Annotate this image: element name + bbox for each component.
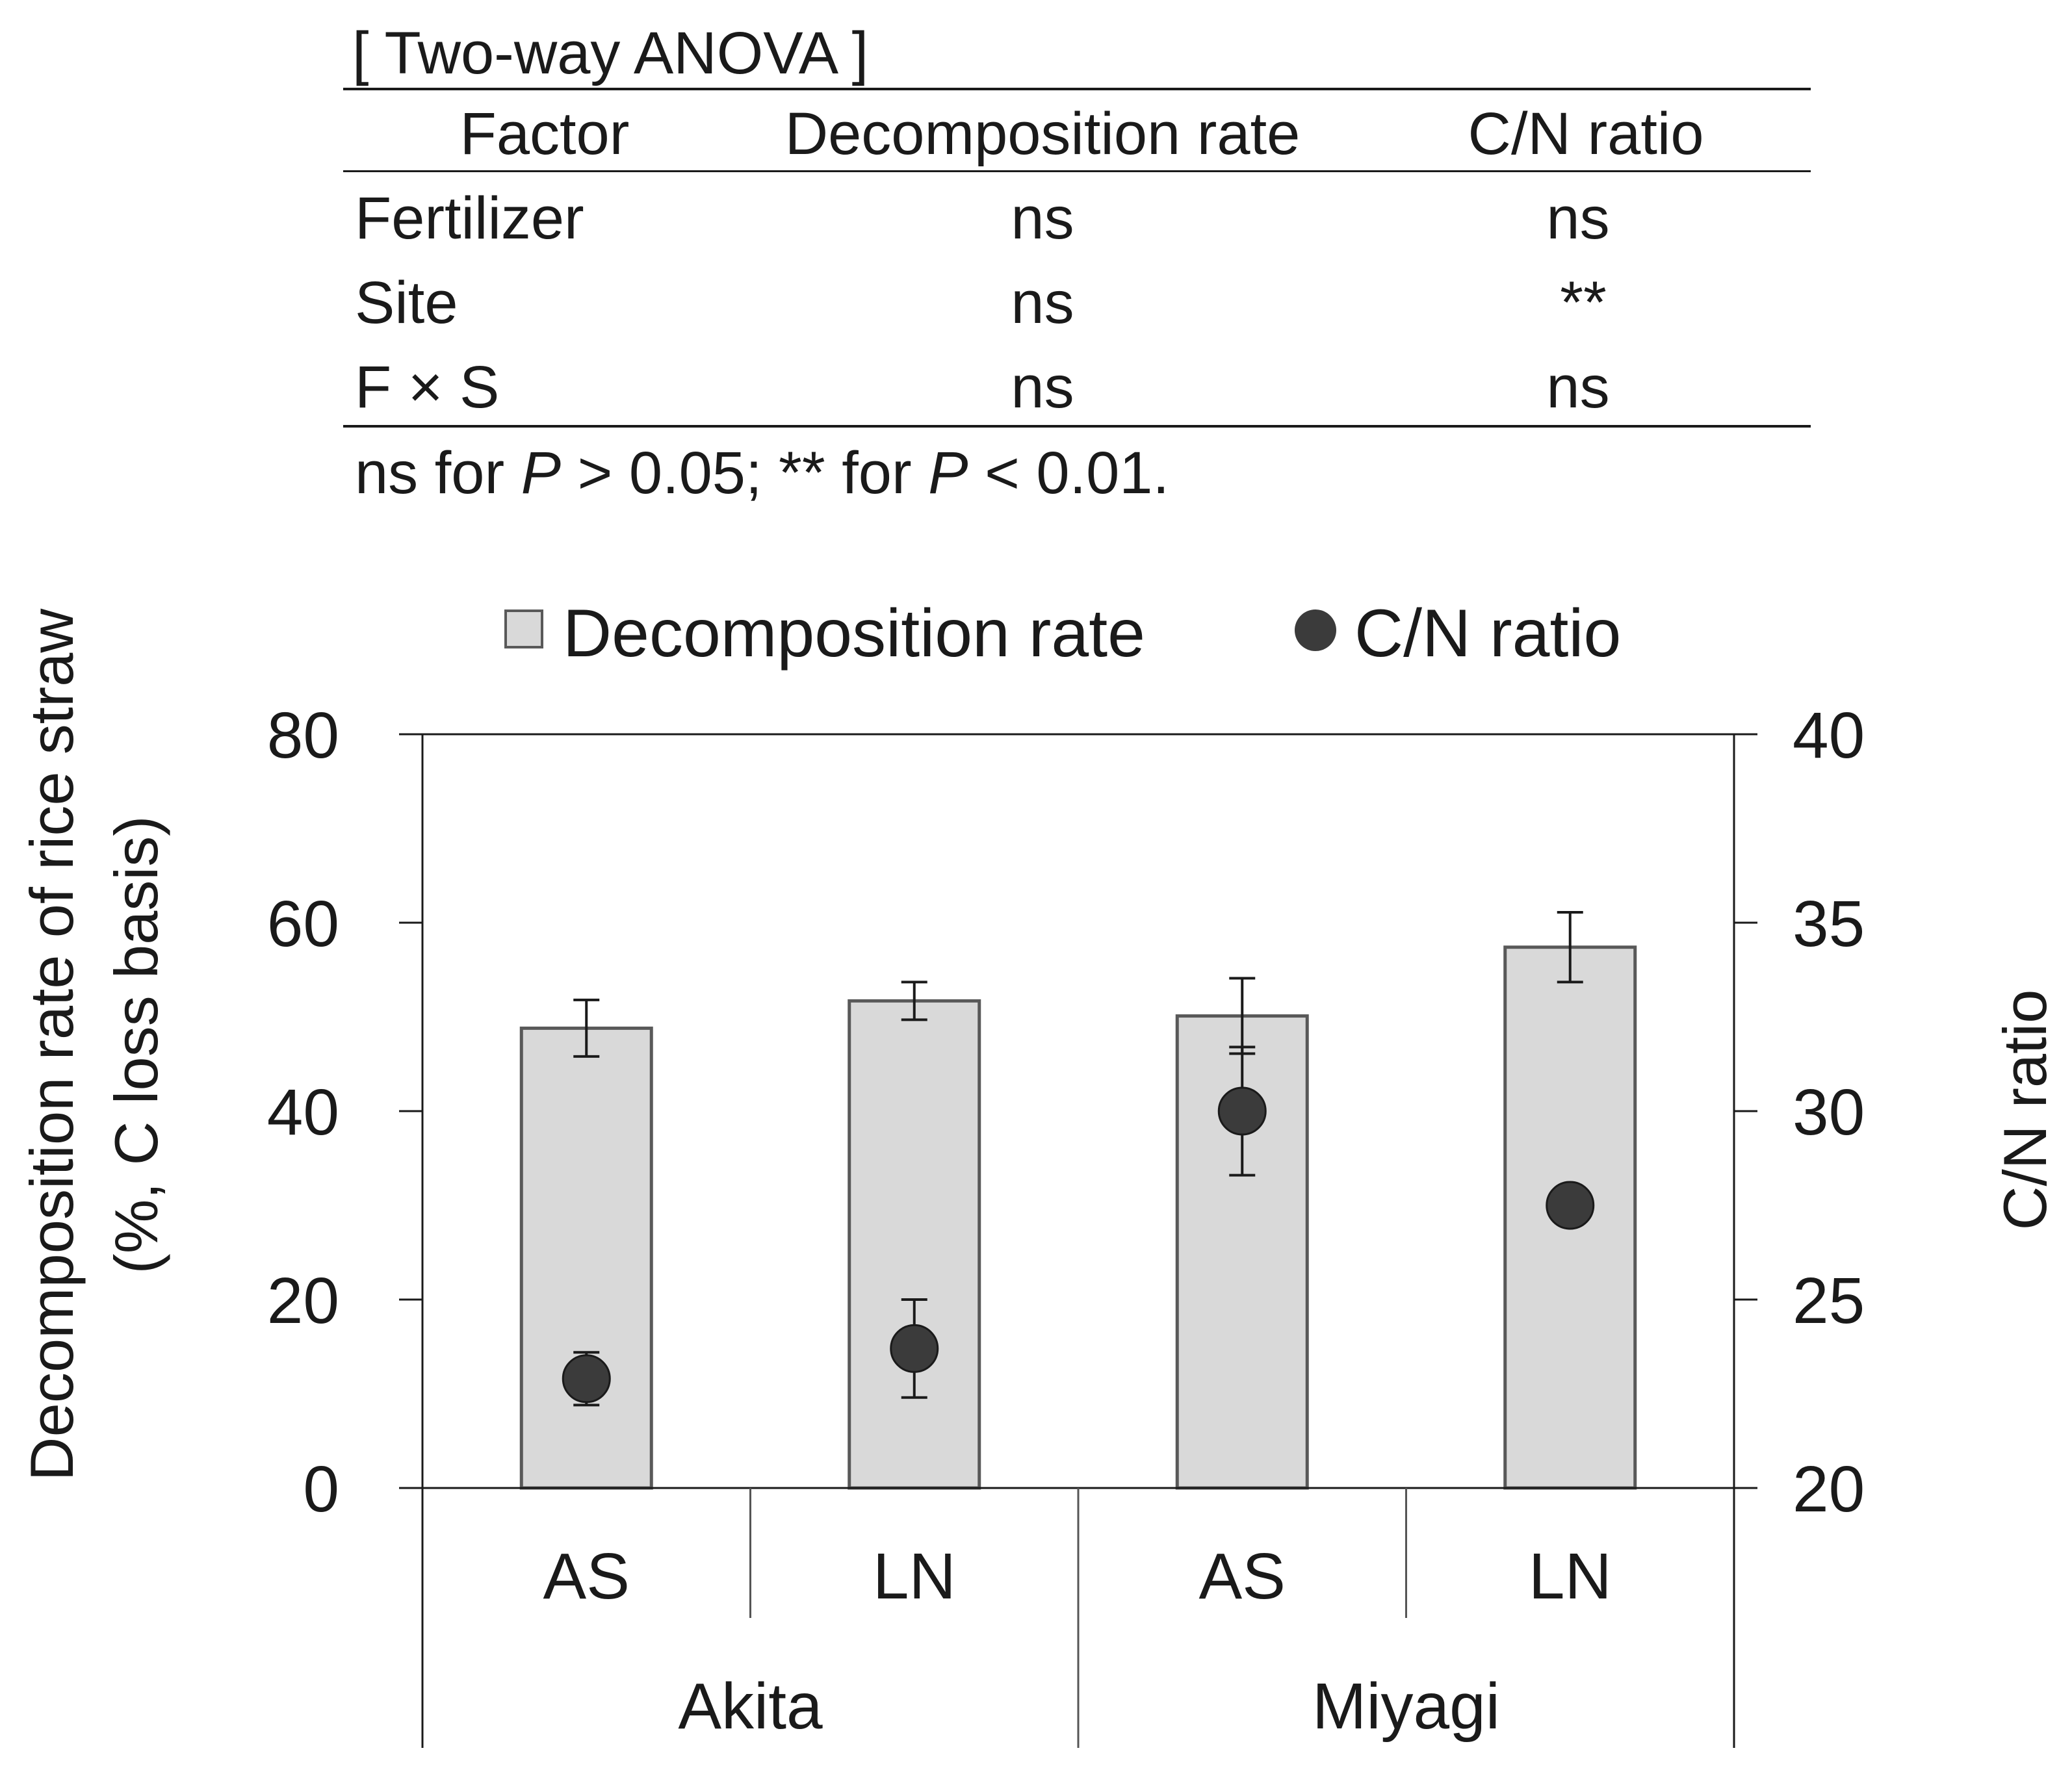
cn-point: [1546, 1181, 1595, 1230]
row-fertilizer-decomposition: ns: [1011, 185, 1074, 251]
left-axis-tick-label: 80: [267, 699, 339, 772]
footnote-part3: < 0.01.: [968, 440, 1169, 506]
x-group-label: Akita: [678, 1670, 823, 1743]
footnote-p1: P: [521, 440, 562, 506]
left-axis-tick-label: 60: [267, 888, 339, 960]
x-category-label: LN: [873, 1540, 956, 1613]
footnote-p2: P: [928, 440, 968, 506]
left-axis-tick-label: 0: [303, 1453, 339, 1526]
table-bottom-rule: [343, 425, 1811, 428]
right-axis-tick-label: 35: [1793, 888, 1865, 960]
legend-bar-label: Decomposition rate: [563, 596, 1145, 671]
decomposition-bar: [848, 999, 981, 1490]
decomposition-bar: [519, 1026, 653, 1490]
header-factor: Factor: [460, 101, 630, 167]
left-axis-tick-label: 20: [267, 1264, 339, 1337]
footnote-part2: > 0.05; ** for: [561, 440, 929, 506]
footnote-part1: ns for: [355, 440, 521, 506]
row-fertilizer-cn: ns: [1546, 185, 1610, 251]
x-category-label: LN: [1529, 1540, 1612, 1613]
right-axis-tick-label: 30: [1793, 1076, 1865, 1149]
legend-bar-swatch: [504, 609, 543, 648]
right-axis-tick-label: 40: [1793, 699, 1865, 772]
legend-point-swatch: [1295, 609, 1336, 651]
header-cn: C/N ratio: [1468, 101, 1704, 167]
row-site-cn: **: [1560, 270, 1607, 336]
left-axis-title-line2: (%, C loss basis): [102, 815, 170, 1274]
table-top-rule: [343, 88, 1811, 90]
x-group-label: Miyagi: [1312, 1670, 1500, 1743]
anova-title: [ Two-way ANOVA ]: [352, 20, 869, 86]
row-fxs-factor: F × S: [355, 354, 500, 420]
left-axis-tick-label: 40: [267, 1076, 339, 1149]
row-fertilizer-factor: Fertilizer: [355, 185, 584, 251]
x-category-label: AS: [543, 1540, 630, 1613]
cn-point: [890, 1324, 939, 1373]
row-fxs-cn: ns: [1546, 354, 1610, 420]
right-axis-title: C/N ratio: [1991, 990, 2059, 1231]
header-decomposition: Decomposition rate: [784, 101, 1301, 167]
right-axis-tick-label: 25: [1793, 1264, 1865, 1337]
cn-point: [1217, 1086, 1267, 1136]
row-fxs-decomposition: ns: [1011, 354, 1074, 420]
row-site-factor: Site: [355, 270, 458, 336]
right-axis-tick-label: 20: [1793, 1453, 1865, 1526]
x-category-label: AS: [1199, 1540, 1286, 1613]
cn-point: [562, 1354, 611, 1404]
table-header-rule: [343, 170, 1811, 172]
row-site-decomposition: ns: [1011, 270, 1074, 336]
legend-point-label: C/N ratio: [1354, 596, 1621, 671]
table-footnote: ns for P > 0.05; ** for P < 0.01.: [355, 443, 1169, 503]
left-axis-title-line1: Decomposition rate of rice straw: [18, 608, 86, 1481]
